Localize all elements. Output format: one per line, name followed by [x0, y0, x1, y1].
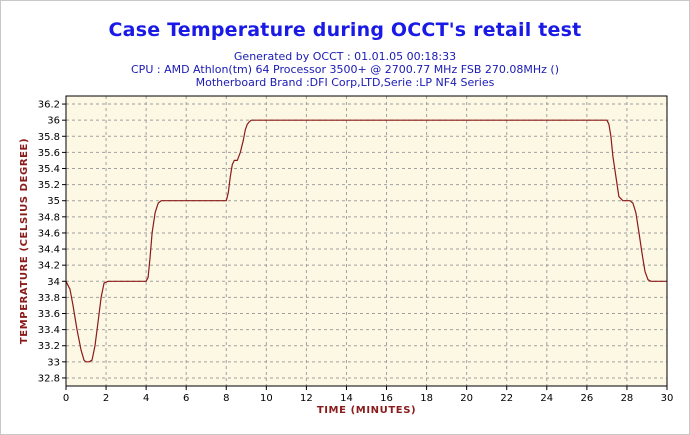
y-tick-label: 34.6: [38, 228, 60, 239]
y-tick-label: 32.8: [38, 373, 60, 384]
plot-area: [66, 96, 667, 386]
x-tick-label: 24: [540, 393, 553, 404]
x-tick-label: 30: [661, 393, 674, 404]
y-tick-label: 35.8: [38, 132, 60, 143]
grid-lines: [66, 96, 667, 386]
y-tick-label: 35.6: [38, 148, 60, 159]
x-tick-label: 22: [500, 393, 513, 404]
y-tick-label: 33: [47, 357, 60, 368]
y-tick-label: 35.2: [38, 180, 60, 191]
plot-border: [65, 95, 668, 387]
x-tick-label: 6: [183, 393, 189, 404]
x-tick-label: 28: [621, 393, 634, 404]
y-tick-label: 33.2: [38, 341, 60, 352]
x-tick-label: 2: [103, 393, 109, 404]
x-tick-label: 4: [143, 393, 149, 404]
x-axis-label: TIME (MINUTES): [317, 405, 416, 416]
y-tick-label: 34.2: [38, 261, 60, 272]
cpu-line: CPU : AMD Athlon(tm) 64 Processor 3500+ …: [131, 63, 559, 76]
y-axis-label: TEMPERATURE (CELSIUS DEGREE): [19, 138, 30, 344]
x-tick-label: 20: [460, 393, 473, 404]
y-tick-label: 36.2: [38, 100, 60, 111]
y-tick-label: 36: [47, 116, 60, 127]
x-tick-label: 8: [223, 393, 229, 404]
x-tick-label: 26: [580, 393, 593, 404]
y-tick-label: 34.4: [38, 245, 60, 256]
chart-title: Case Temperature during OCCT's retail te…: [108, 19, 582, 41]
x-tick-label: 0: [63, 393, 69, 404]
y-tick-label: 34: [47, 277, 60, 288]
y-tick-label: 35: [47, 196, 60, 207]
x-tick-label: 16: [380, 393, 393, 404]
x-tick-label: 12: [300, 393, 313, 404]
y-tick-label: 33.4: [38, 325, 60, 336]
x-tick-label: 14: [340, 393, 353, 404]
y-axis-ticks: 32.8 33 33.2 33.4 33.6 33.8 34 34.2 34.4 34.6 34.8…: [38, 100, 66, 384]
y-tick-label: 34.8: [38, 212, 60, 223]
y-tick-label: 33.6: [38, 309, 60, 320]
motherboard-line: Motherboard Brand :DFI Corp,LTD,Serie :L…: [195, 76, 495, 89]
x-tick-label: 10: [260, 393, 273, 404]
y-tick-label: 35.4: [38, 164, 60, 175]
x-axis-ticks: 0 2 4 6 8 10 12 14 16 18 20 22 24 26 28 30: [63, 386, 674, 404]
x-tick-label: 18: [420, 393, 433, 404]
series-line: [65, 119, 667, 363]
y-tick-label: 33.8: [38, 293, 60, 304]
generated-line: Generated by OCCT : 01.01.05 00:18:33: [233, 50, 457, 63]
